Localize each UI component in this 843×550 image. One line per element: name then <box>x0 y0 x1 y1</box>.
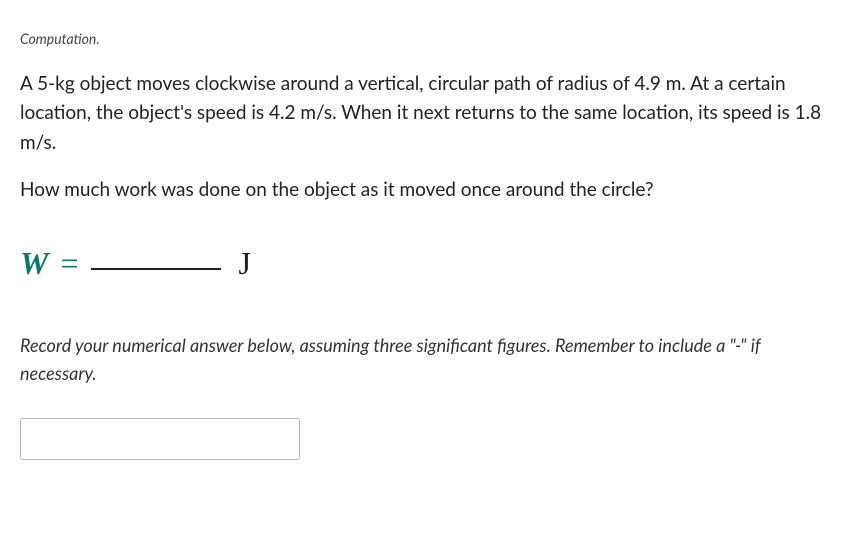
computation-label: Computation. <box>20 30 823 47</box>
equation-variable: W <box>20 245 48 282</box>
equation-blank <box>91 266 221 270</box>
equation-row: W = J <box>20 245 823 282</box>
equation-unit: J <box>239 245 251 282</box>
answer-input[interactable] <box>20 418 300 460</box>
question-paragraph-2: How much work was done on the object as … <box>20 175 823 204</box>
question-paragraph-1: A 5-kg object moves clockwise around a v… <box>20 69 823 157</box>
instruction-text: Record your numerical answer below, assu… <box>20 332 823 388</box>
equation-equals: = <box>60 245 78 282</box>
